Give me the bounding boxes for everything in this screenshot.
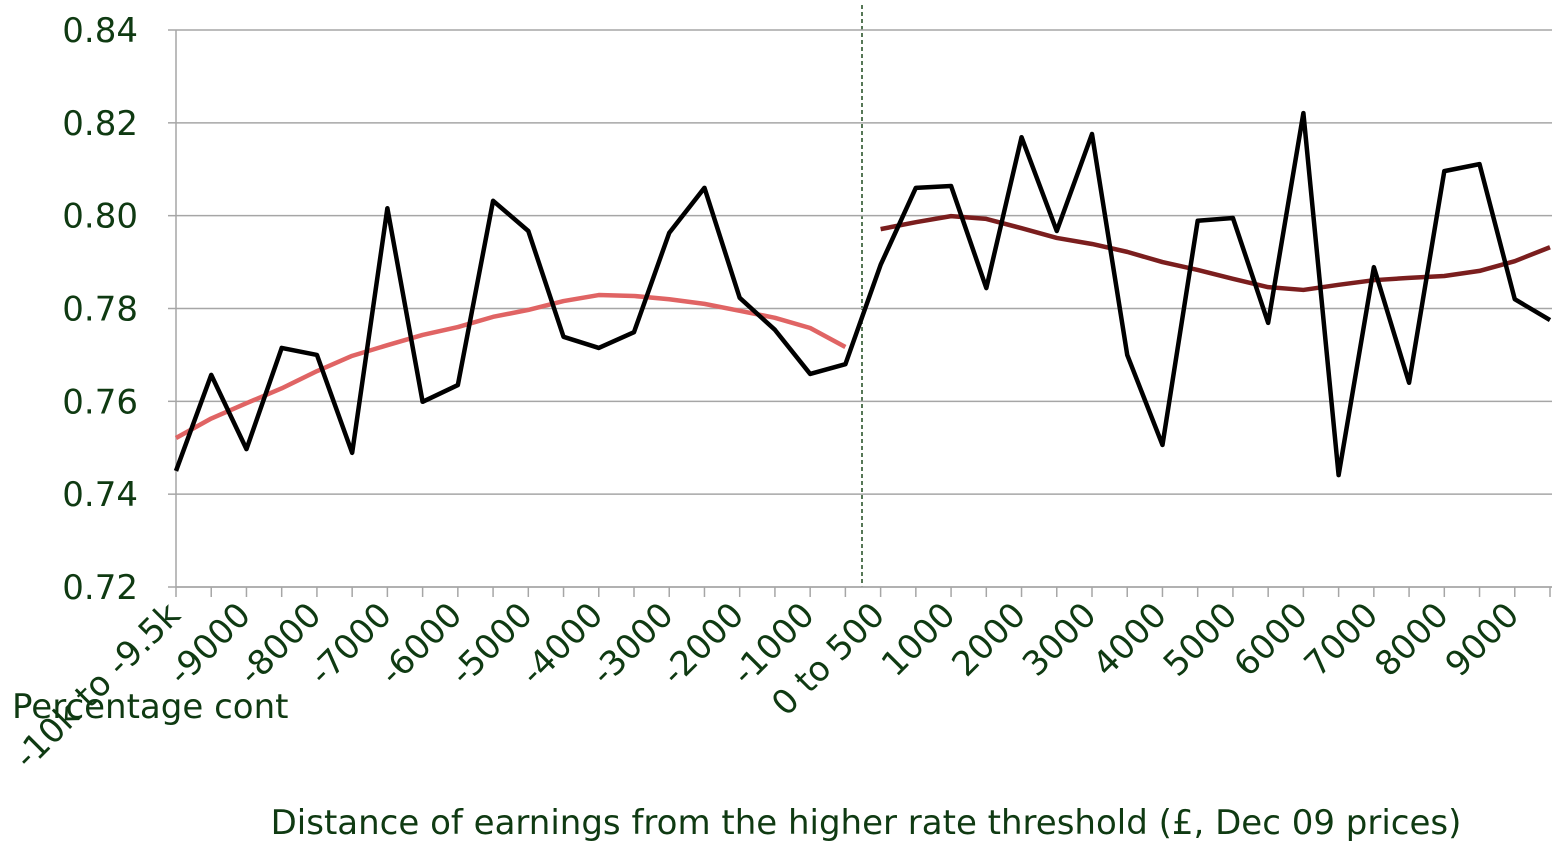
x-tick-label: 8000 xyxy=(1367,595,1456,684)
x-tick-label: 1000 xyxy=(874,595,963,684)
y-tick-label: 0.82 xyxy=(62,104,138,144)
x-tick-label: 2000 xyxy=(944,595,1033,684)
series-line xyxy=(880,213,1551,293)
y-tick-label: 0.74 xyxy=(62,475,138,515)
clipped-label: Percentage cont xyxy=(12,687,288,727)
y-tick-label: 0.72 xyxy=(62,568,138,608)
x-tick-label: 7000 xyxy=(1297,595,1386,684)
x-tick-label: 3000 xyxy=(1015,595,1104,684)
x-tick-label: -10k to -9.5k xyxy=(7,595,189,777)
series-line xyxy=(173,110,1552,478)
y-tick-label: 0.84 xyxy=(62,11,138,51)
x-tick-label: 5000 xyxy=(1156,595,1245,684)
x-tick-label: 4000 xyxy=(1085,595,1174,684)
series-line xyxy=(174,292,847,440)
x-axis-title: Distance of earnings from the higher rat… xyxy=(271,803,1462,843)
y-tick-label: 0.80 xyxy=(62,197,138,237)
x-tick-label: 9000 xyxy=(1438,595,1527,684)
y-tick-label: 0.76 xyxy=(62,382,138,422)
y-tick-label: 0.78 xyxy=(62,290,138,330)
x-tick-label: 6000 xyxy=(1226,595,1315,684)
